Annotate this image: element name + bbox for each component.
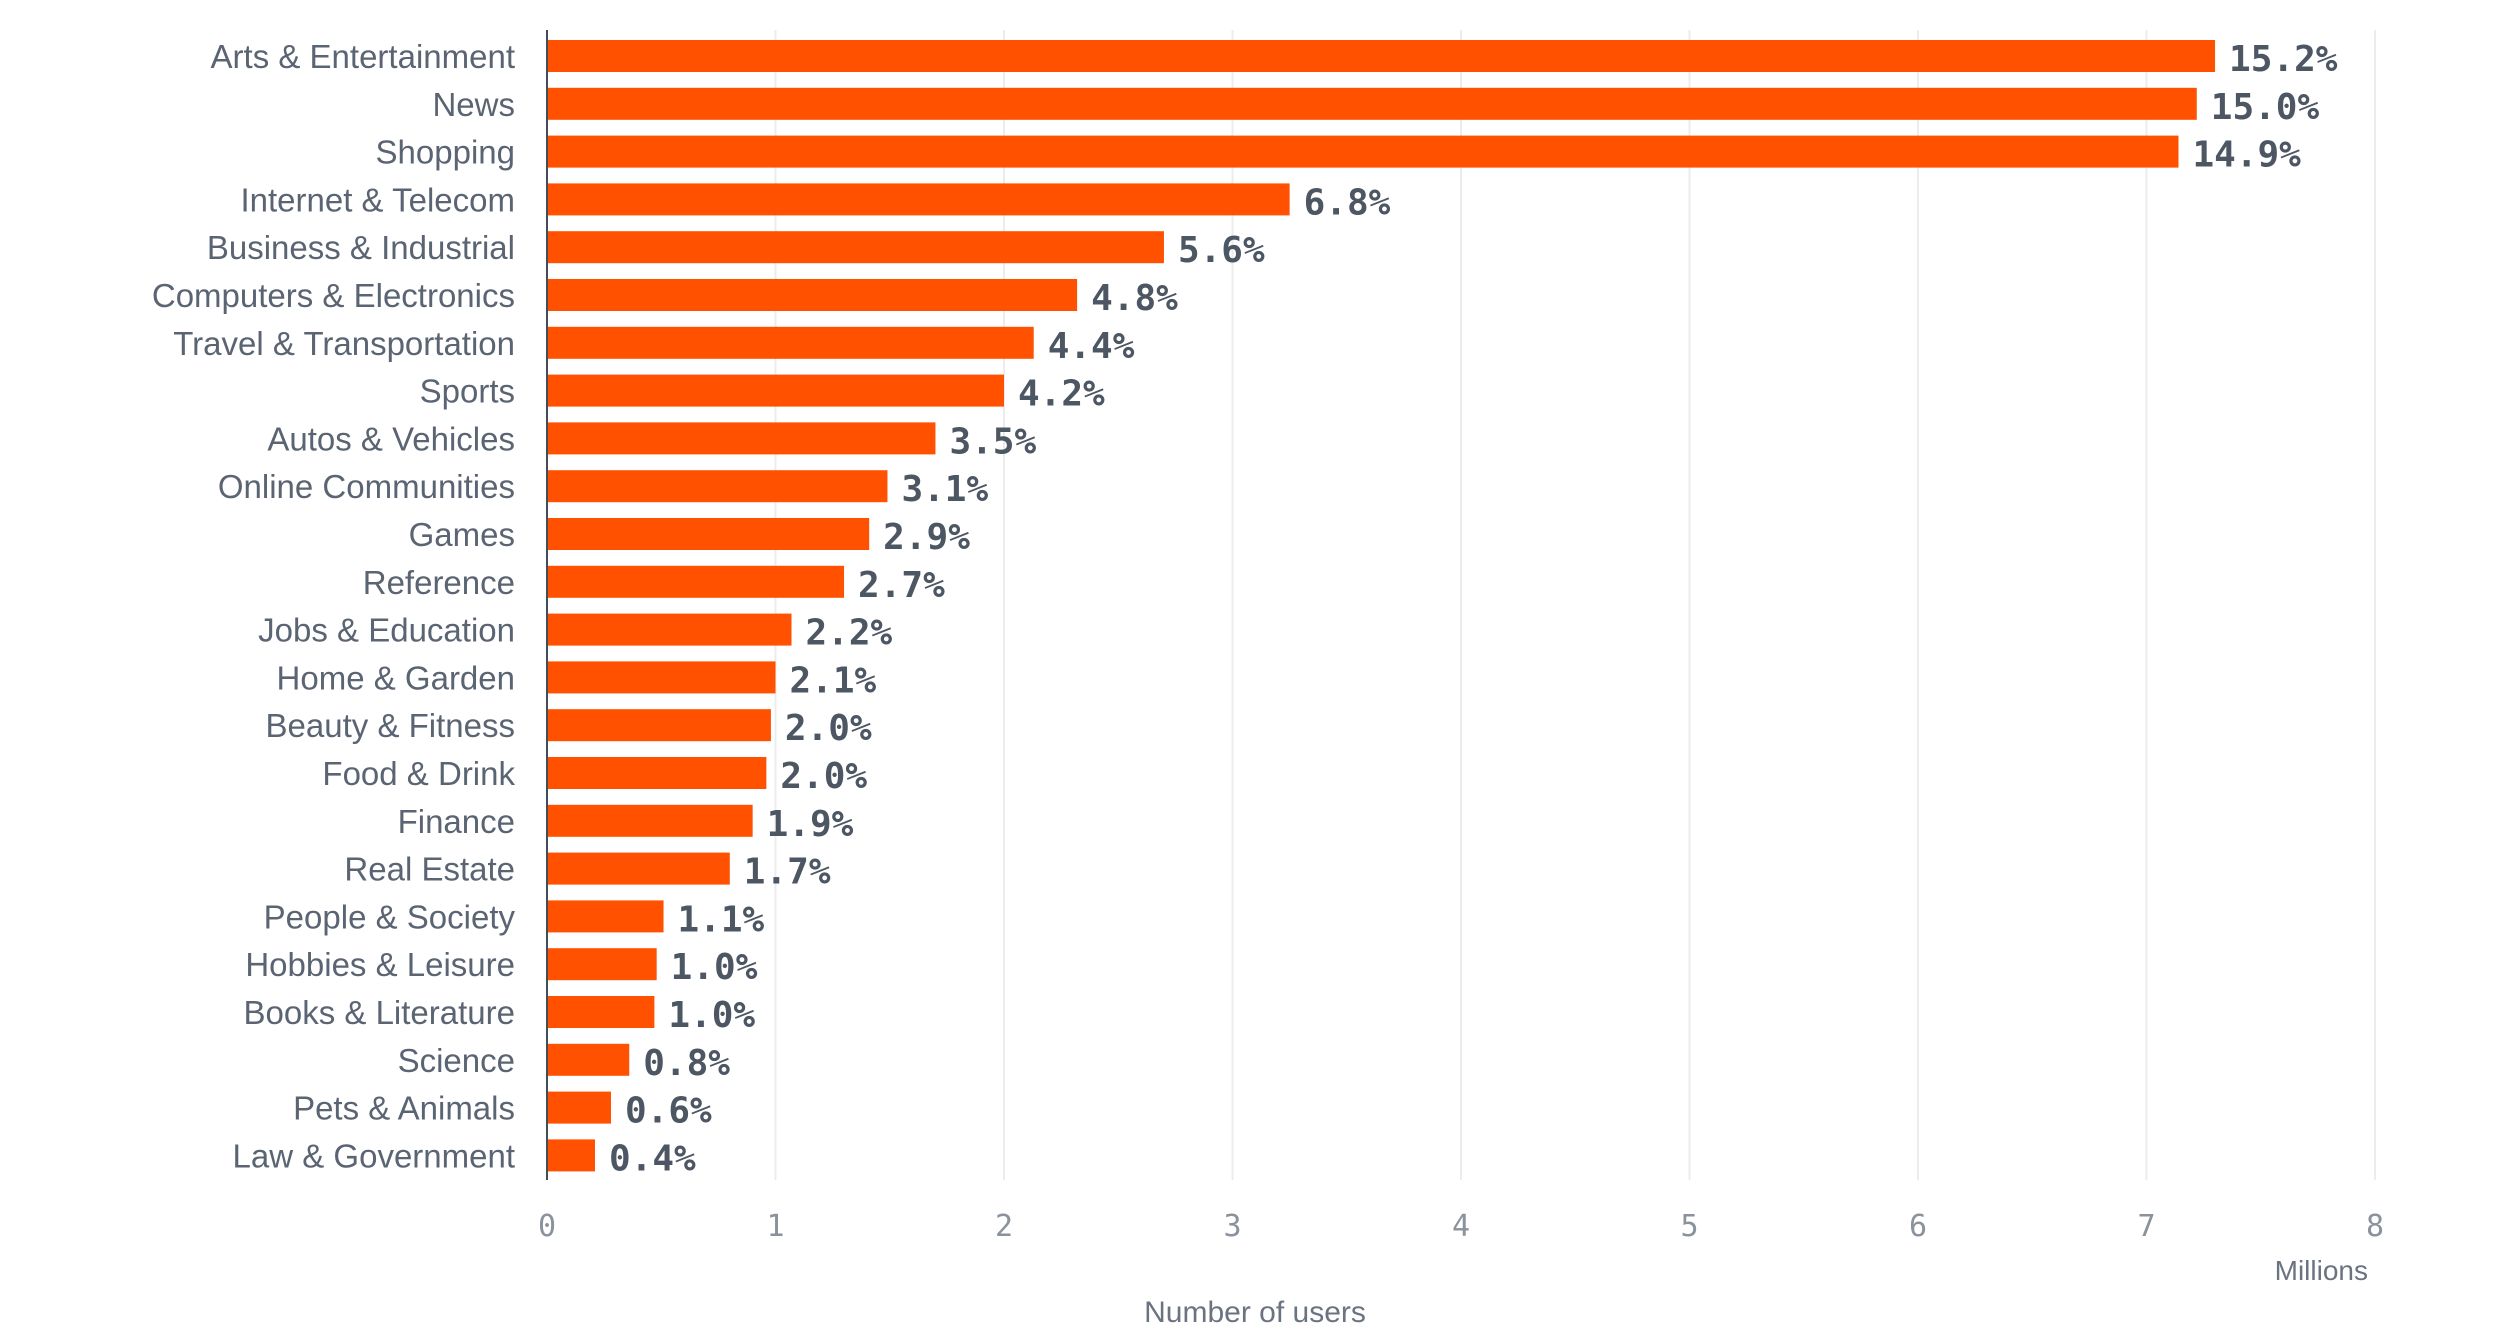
x-tick-label: 8 xyxy=(2366,1209,2384,1244)
category-label: News xyxy=(432,86,515,123)
category-label: Games xyxy=(409,516,515,553)
category-label: People & Society xyxy=(264,898,516,935)
data-label: 0.4% xyxy=(609,1138,696,1179)
category-label: Shopping xyxy=(376,134,515,171)
x-tick-label: 6 xyxy=(1909,1209,1927,1244)
data-label: 2.2% xyxy=(805,613,892,654)
category-label: Autos & Vehicles xyxy=(267,420,515,457)
category-label: Science xyxy=(398,1042,515,1079)
bar xyxy=(547,135,2179,168)
x-axis-unit-label: Millions xyxy=(2275,1255,2368,1286)
data-label: 2.9% xyxy=(883,517,970,558)
category-label: Reference xyxy=(363,564,515,601)
category-label: Jobs & Education xyxy=(258,612,515,649)
x-tick-label: 0 xyxy=(538,1209,556,1244)
bar xyxy=(547,996,655,1028)
category-label: Travel & Transportation xyxy=(173,325,515,362)
data-label: 2.1% xyxy=(790,660,877,701)
x-axis-title: Number of users xyxy=(1144,1296,1366,1329)
data-label: 1.1% xyxy=(678,899,765,940)
bar xyxy=(547,40,2216,72)
bar xyxy=(547,661,776,694)
x-tick-label: 4 xyxy=(1452,1209,1470,1244)
category-labels: Arts & Entertainment News Shopping Internet… xyxy=(152,38,516,1174)
bar xyxy=(547,87,2197,120)
x-tick-label: 2 xyxy=(995,1209,1013,1244)
data-label: 1.0% xyxy=(671,947,758,988)
bar xyxy=(547,804,753,837)
data-label: 3.1% xyxy=(901,469,988,510)
category-label: Food & Drink xyxy=(322,755,515,792)
data-label: 2.0% xyxy=(785,708,872,749)
bar xyxy=(547,326,1034,359)
category-label: Beauty & Fitness xyxy=(266,707,515,744)
data-label: 0.6% xyxy=(625,1091,712,1132)
x-tick-label: 3 xyxy=(1223,1209,1241,1244)
bars xyxy=(547,40,2216,1172)
bar xyxy=(547,1091,611,1124)
bar xyxy=(547,374,1004,407)
data-labels: 15.2% 15.0% 14.9% 6.8% 5.6%4.8% 4.4% 4.2% 3.5% 3… xyxy=(609,39,2338,1179)
category-label: Online Communities xyxy=(218,468,515,505)
data-label: 4.2% xyxy=(1018,374,1105,415)
bar xyxy=(547,709,771,742)
category-label: Real Estate xyxy=(344,851,515,888)
bar xyxy=(547,1139,595,1172)
data-label: 14.9% xyxy=(2192,135,2301,176)
bar xyxy=(547,852,730,885)
bar xyxy=(547,231,1164,264)
data-label: 15.2% xyxy=(2229,39,2338,80)
bar xyxy=(547,948,657,981)
category-label: Hobbies & Leisure xyxy=(245,946,515,983)
category-label: Books & Literature xyxy=(244,994,515,1031)
data-label: 4.8% xyxy=(1091,278,1178,319)
data-label: 0.8% xyxy=(643,1043,730,1084)
bar xyxy=(547,757,767,789)
data-label: 15.0% xyxy=(2211,87,2320,128)
bar xyxy=(547,422,936,455)
data-label: 1.7% xyxy=(744,852,831,893)
category-label: Arts & Entertainment xyxy=(211,38,515,75)
bar xyxy=(547,1043,630,1076)
category-label: Computers & Electronics xyxy=(152,277,515,314)
data-label: 1.9% xyxy=(767,804,854,845)
x-tick-labels: 0 1 2 3 4 5 6 7 8 xyxy=(538,1209,2384,1244)
bar xyxy=(547,518,870,550)
data-label: 2.0% xyxy=(780,756,867,797)
x-tick-label: 7 xyxy=(2137,1209,2155,1244)
category-label: Law & Government xyxy=(233,1137,515,1174)
category-label: Finance xyxy=(398,803,515,840)
data-label: 5.6% xyxy=(1178,230,1265,271)
category-label: Home & Garden xyxy=(277,659,515,696)
bar xyxy=(547,613,792,646)
bar xyxy=(547,900,664,933)
gridlines xyxy=(774,30,2376,1180)
category-label: Internet & Telecom xyxy=(240,181,515,218)
data-label: 1.0% xyxy=(668,995,755,1036)
bar xyxy=(547,565,845,598)
data-label: 2.7% xyxy=(858,565,945,606)
x-tick-label: 5 xyxy=(1680,1209,1698,1244)
x-tick-label: 1 xyxy=(766,1209,784,1244)
bar xyxy=(547,279,1078,311)
category-label: Business & Industrial xyxy=(207,229,515,266)
bar xyxy=(547,183,1290,216)
data-label: 3.5% xyxy=(949,421,1036,462)
bar xyxy=(547,470,888,503)
category-label: Sports xyxy=(420,373,515,410)
category-label: Pets & Animals xyxy=(293,1090,515,1127)
data-label: 4.4% xyxy=(1048,326,1135,367)
data-label: 6.8% xyxy=(1304,182,1391,223)
